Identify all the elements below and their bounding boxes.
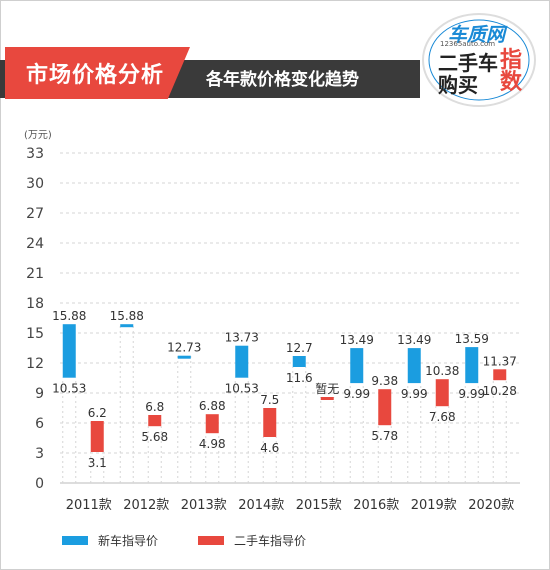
new-car-bar: [407, 348, 421, 384]
used-car-high-label: 暂无: [315, 382, 339, 396]
new-car-bar: [235, 345, 249, 378]
legend-label-used-car: 二手车指导价: [234, 533, 306, 548]
new-car-high-label: 13.73: [225, 331, 259, 345]
used-car-bar: [320, 397, 334, 400]
used-car-high-label: 10.38: [425, 364, 459, 378]
new-car-high-label: 12.7: [286, 341, 313, 355]
x-category-label: 2016款: [353, 498, 399, 513]
used-car-low-label: 5.78: [371, 429, 398, 443]
used-car-bar: [378, 389, 392, 426]
logo-big-text: 指 数: [500, 48, 523, 95]
used-car-low-label: 10.28: [483, 384, 517, 398]
new-car-high-label: 13.59: [455, 332, 489, 346]
new-car-bar: [62, 324, 76, 378]
new-car-low-label: 9.99: [343, 387, 370, 401]
x-category-label: 2019款: [411, 498, 457, 513]
new-car-high-label: 12.73: [167, 341, 201, 355]
y-tick-label: 12: [26, 356, 44, 372]
x-category-label: 2013款: [181, 498, 227, 513]
used-car-bar: [148, 415, 162, 427]
new-car-high-label: 15.88: [52, 309, 86, 323]
used-car-low-label: 3.1: [88, 456, 107, 470]
new-car-low-label: 10.53: [52, 382, 86, 396]
logo-brand-text: 车质网: [448, 24, 506, 46]
page-subtitle: 各年款价格变化趋势: [206, 70, 359, 90]
new-car-low-label: 9.99: [458, 387, 485, 401]
used-car-bar: [493, 369, 507, 381]
used-car-high-label: 7.5: [260, 393, 279, 407]
new-car-low-label: 9.99: [401, 387, 428, 401]
y-tick-label: 0: [35, 476, 44, 492]
x-category-label: 2020款: [468, 498, 514, 513]
y-tick-label: 30: [26, 176, 44, 192]
y-tick-label: 24: [26, 236, 44, 252]
new-car-bar: [177, 355, 191, 359]
new-car-bar: [350, 348, 364, 384]
y-tick-label: 6: [35, 416, 44, 432]
used-car-high-label: 6.2: [88, 406, 107, 420]
logo-main-text: 二手车 购买: [438, 51, 498, 97]
used-car-high-label: 6.88: [199, 399, 226, 413]
y-tick-label: 15: [26, 326, 44, 342]
x-category-label: 2015款: [296, 498, 342, 513]
used-car-high-label: 6.8: [145, 400, 164, 414]
y-tick-label: 9: [35, 386, 44, 402]
y-tick-label: 21: [26, 266, 44, 282]
used-car-low-label: 4.98: [199, 437, 226, 451]
new-car-bar: [465, 347, 479, 384]
legend-swatch-used-car: [198, 536, 224, 545]
header-title-tab: [5, 47, 190, 99]
new-car-low-label: 10.53: [225, 382, 259, 396]
new-car-high-label: 15.88: [110, 309, 144, 323]
used-car-bar: [263, 408, 277, 437]
new-car-bar: [292, 356, 306, 367]
used-car-high-label: 9.38: [371, 374, 398, 388]
y-tick-label: 3: [35, 446, 44, 462]
used-car-high-label: 11.37: [483, 354, 517, 368]
used-car-bar: [205, 414, 219, 434]
x-category-label: 2014款: [238, 498, 284, 513]
page-title: 市场价格分析: [26, 63, 165, 88]
used-car-bar: [435, 379, 449, 407]
logo-badge: [422, 13, 536, 107]
used-car-low-label: 5.68: [141, 430, 168, 444]
y-axis-unit-label: (万元): [24, 130, 52, 141]
new-car-low-label: 11.6: [286, 371, 313, 385]
new-car-bar: [120, 324, 134, 328]
new-car-high-label: 13.49: [340, 333, 374, 347]
used-car-low-label: 4.6: [260, 441, 279, 455]
used-car-low-label: 7.68: [429, 410, 456, 424]
y-tick-label: 18: [26, 296, 44, 312]
y-tick-label: 27: [26, 206, 44, 222]
x-category-label: 2011款: [66, 498, 112, 513]
used-car-bar: [90, 421, 104, 452]
legend-label-new-car: 新车指导价: [98, 533, 158, 548]
logo-url-text: 12365auto.com: [440, 40, 496, 48]
new-car-high-label: 13.49: [397, 333, 431, 347]
x-category-label: 2012款: [123, 498, 169, 513]
legend-swatch-new-car: [62, 536, 88, 545]
y-tick-label: 33: [26, 146, 44, 162]
